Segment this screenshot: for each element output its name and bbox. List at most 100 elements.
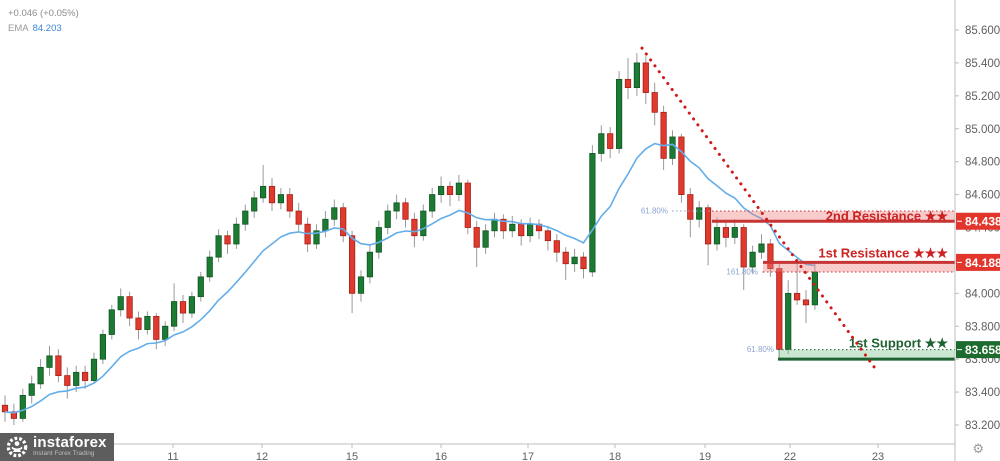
- bear-candle: [607, 133, 614, 149]
- resistance-zone: 2nd Resistance ★★ 61.80%: [641, 207, 955, 224]
- bull-candle: [713, 227, 721, 245]
- bull-candle: [144, 315, 151, 330]
- bull-candle: [322, 218, 329, 232]
- bear-candle: [562, 251, 569, 265]
- brand-name: instaforex: [33, 434, 107, 452]
- x-axis-label: 15: [346, 451, 358, 461]
- price-badge: 84.188: [956, 253, 1000, 271]
- bull-candle: [73, 371, 80, 386]
- bull-candle: [233, 223, 240, 245]
- bull-candle: [455, 182, 463, 195]
- bear-candle: [776, 268, 783, 350]
- bull-candle: [758, 243, 765, 253]
- bull-candle: [491, 218, 498, 232]
- bear-candle: [126, 296, 133, 319]
- bull-candle: [117, 296, 124, 311]
- bull-candle: [259, 185, 267, 199]
- fib-label: 61.80%: [641, 207, 668, 216]
- bear-candle: [224, 235, 231, 245]
- bull-candle: [331, 207, 338, 220]
- ema-value: 84.203: [32, 22, 62, 34]
- bear-candle: [651, 92, 658, 113]
- y-axis-label: 85.400: [965, 58, 1000, 70]
- bull-candle: [19, 394, 26, 419]
- bull-candle: [99, 334, 106, 360]
- bull-candle: [170, 301, 178, 327]
- bull-candle: [28, 383, 35, 396]
- bear-candle: [500, 218, 507, 232]
- y-axis-label: 83.400: [965, 387, 1000, 399]
- bull-candle: [749, 251, 756, 268]
- bull-candle: [669, 136, 676, 159]
- bear-candle: [473, 227, 480, 248]
- price-badge: 84.438: [956, 212, 1000, 230]
- bull-candle: [509, 223, 516, 232]
- bull-candle: [313, 230, 320, 245]
- bear-candle: [10, 411, 17, 419]
- bear-candle: [553, 240, 560, 253]
- price-badge: 83.658: [956, 341, 1000, 359]
- bull-candle: [90, 358, 98, 381]
- bull-candle: [251, 197, 258, 212]
- bull-candle: [206, 256, 213, 278]
- instaforex-watermark: instaforex Instant Forex Trading: [0, 433, 114, 461]
- bear-candle: [767, 243, 774, 270]
- bull-candle: [375, 227, 382, 253]
- zone-label: 1st Support ★★: [849, 336, 948, 351]
- quote-info: +0.046 (+0.05%) EMA 84.203: [8, 7, 79, 36]
- zone-band: [763, 262, 955, 272]
- bear-candle: [348, 235, 356, 294]
- bear-candle: [153, 315, 160, 340]
- y-axis-label: 84.600: [965, 190, 1000, 202]
- bull-candle: [393, 202, 400, 212]
- bull-candle: [188, 296, 195, 314]
- bear-candle: [705, 207, 712, 245]
- bear-candle: [642, 62, 649, 93]
- bull-candle: [696, 207, 703, 220]
- bull-candle: [37, 366, 44, 385]
- fib-label: 61.80%: [747, 345, 774, 354]
- bear-candle: [286, 194, 293, 212]
- x-axis-label: 23: [872, 451, 884, 461]
- x-axis-label: 19: [699, 451, 711, 461]
- y-axis-label: 84.800: [965, 157, 1000, 169]
- brand-tagline: Instant Forex Trading: [33, 450, 95, 458]
- bull-candle: [46, 355, 53, 368]
- y-axis-label: 84.000: [965, 288, 1000, 300]
- bull-candle: [527, 223, 534, 237]
- price-badge-value: 84.438: [965, 215, 1000, 229]
- price-badge-value: 84.188: [965, 256, 1000, 270]
- bull-candle: [429, 194, 436, 212]
- x-axis-label: 18: [609, 451, 621, 461]
- bear-candle: [464, 182, 471, 228]
- bear-candle: [340, 207, 347, 237]
- x-axis-label: 22: [784, 451, 796, 461]
- bull-candle: [420, 210, 427, 237]
- instaforex-gear-person-icon: [5, 435, 29, 459]
- bull-candle: [598, 133, 605, 154]
- bear-candle: [55, 355, 62, 377]
- trend-line: [640, 46, 880, 374]
- bear-candle: [268, 185, 276, 204]
- bear-candle: [687, 194, 694, 220]
- bull-candle: [785, 292, 792, 350]
- bear-candle: [544, 230, 552, 242]
- bear-candle: [402, 202, 409, 220]
- settings-gear-icon[interactable]: ⚙: [972, 441, 984, 456]
- bull-candle: [811, 271, 819, 306]
- bear-candle: [624, 78, 632, 89]
- bull-candle: [437, 185, 445, 195]
- bull-candle: [589, 153, 596, 273]
- bull-candle: [108, 309, 115, 335]
- bear-candle: [794, 292, 801, 301]
- resistance-zone: 1st Resistance ★★★ 161.80%: [726, 245, 955, 276]
- x-axis: 11 12 15 16 17 18 19 22 23: [0, 443, 955, 461]
- bear-candle: [518, 223, 525, 237]
- x-axis-label: 17: [522, 451, 534, 461]
- bear-candle: [295, 210, 302, 225]
- bull-candle: [384, 210, 391, 228]
- bull-candle: [277, 194, 285, 204]
- bear-candle: [740, 227, 747, 268]
